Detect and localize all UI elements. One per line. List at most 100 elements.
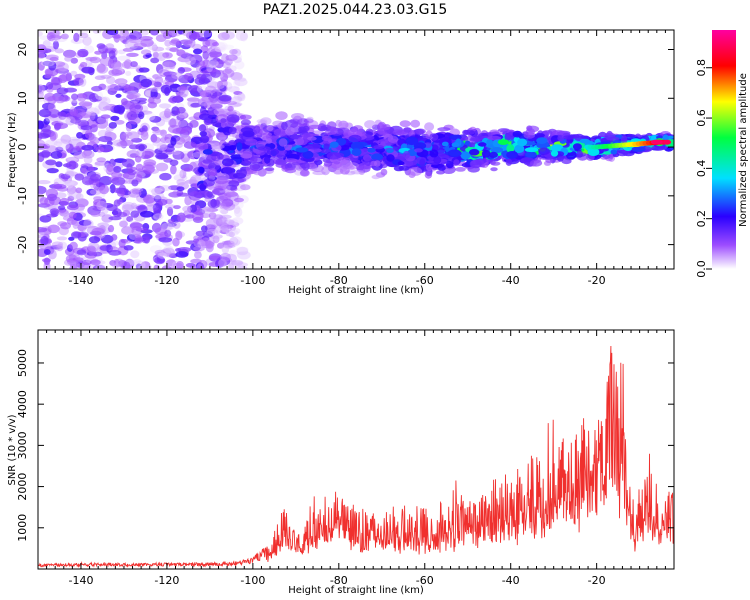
spectrogram-cell (228, 139, 237, 146)
colorbar-tick-label: 0.0 (695, 260, 708, 278)
spectrogram-cell (107, 84, 120, 92)
snr-axes: -140 -120 -100 -80 -60 -40 -20 1000 2000 3000 4000… (16, 330, 675, 587)
spectrogram-cell (66, 156, 79, 161)
spectrogram-cell (198, 259, 208, 269)
spectrogram-cell (221, 240, 235, 245)
spectrogram-cell (469, 159, 482, 169)
spectrogram-cell (182, 205, 192, 213)
spectrogram-cell (67, 191, 74, 196)
spectrogram-cell (54, 48, 64, 54)
snr-y-tick-label: 3000 (16, 431, 29, 459)
snr-y-tick-label: 5000 (16, 349, 29, 377)
spectrogram-cell (174, 136, 186, 145)
spectrogram-cell (51, 241, 64, 247)
spectrogram-cell (220, 252, 231, 262)
spectrogram-cell (80, 125, 93, 131)
colorbar-tick-label: 0.2 (695, 210, 708, 228)
spectrogram-cell (113, 166, 122, 173)
spectrogram-cell (115, 93, 122, 98)
spectrogram-cell (63, 49, 77, 58)
spectrogram-cell (122, 61, 131, 69)
spectrogram-cell (97, 222, 110, 228)
spectrogram-cell (237, 250, 251, 260)
spectrogram-cell (260, 117, 272, 125)
spectrogram-cell (123, 131, 133, 137)
spectrogram-cell (529, 159, 543, 167)
spectrogram-cell (226, 114, 240, 123)
spectrogram-cell (81, 66, 95, 74)
spectrogram-cell (307, 136, 317, 141)
spectrogram-cell (59, 210, 70, 217)
spectrogram-cell (87, 166, 95, 172)
spectrogram-cell (377, 139, 389, 144)
spectrogram-cell (202, 230, 214, 238)
spectrogram-cell (402, 150, 411, 159)
spectrogram-cell (99, 184, 109, 195)
spectrogram-cell (606, 136, 620, 141)
spectrogram-cell (76, 132, 84, 139)
spectrogram-cell (102, 106, 113, 111)
spectrogram-cell (373, 145, 384, 150)
spectrogram-cell (91, 227, 105, 236)
spectrogram-cell (154, 185, 165, 195)
spectrogram-blobs (38, 30, 674, 269)
spectrogram-cell (216, 173, 230, 182)
spectrogram-cell (193, 48, 203, 55)
spectrogram-cell (123, 245, 134, 251)
spectrogram-cell (113, 32, 121, 43)
spectrogram-cell (140, 210, 154, 218)
spectrogram-cell (151, 44, 158, 52)
spectrogram-cell (233, 91, 243, 95)
spectrogram-cell (154, 128, 161, 134)
spectrogram-cell (525, 151, 537, 158)
spectrogram-cell (46, 81, 54, 90)
spectrogram-cell (56, 87, 69, 95)
spectrogram-cell (77, 50, 88, 58)
spectrogram-cell (68, 138, 82, 146)
spectrogram-cell (663, 139, 672, 145)
spectrogram-cell (211, 100, 223, 110)
spectrogram-y-tick-label: -20 (16, 236, 29, 254)
spectrogram-cell (107, 224, 115, 233)
snr-x-tick-label: -120 (154, 574, 179, 587)
spectrogram-cell (202, 149, 213, 155)
spectrogram-cell (64, 55, 73, 62)
spectrogram-cell (199, 183, 207, 191)
spectrogram-cell (234, 197, 244, 203)
spectrogram-cell (327, 121, 337, 130)
spectrogram-x-tick-label: -40 (502, 274, 520, 287)
colorbar-tick-label: 0.6 (695, 109, 708, 127)
spectrogram-cell (149, 87, 161, 92)
spectrogram-cell (75, 193, 84, 201)
spectrogram-cell (81, 102, 93, 110)
spectrogram-cell (44, 67, 59, 77)
spectrogram-cell (214, 81, 225, 90)
spectrogram-cell (197, 239, 206, 249)
spectrogram-cell (514, 144, 525, 153)
spectrogram-cell (164, 108, 172, 118)
spectrogram-cell (335, 119, 342, 128)
spectrogram-cell (561, 158, 572, 165)
spectrogram-cell (196, 73, 207, 80)
spectrogram-cell (218, 94, 232, 102)
spectrogram-cell (108, 69, 123, 77)
spectrogram-cell (408, 166, 423, 176)
spectrogram-cell (190, 102, 202, 108)
spectrogram-cell (78, 77, 87, 87)
snr-y-tick-label: 4000 (16, 390, 29, 418)
spectrogram-cell (576, 150, 583, 158)
spectrogram-cell (89, 111, 96, 121)
spectrogram-cell (252, 169, 262, 176)
spectrogram-cell (130, 210, 140, 218)
spectrogram-cell (177, 67, 186, 74)
spectrogram-cell (187, 38, 196, 48)
spectrogram-cell (133, 259, 141, 264)
spectrogram-cell (138, 111, 145, 120)
spectrogram-cell (104, 130, 112, 137)
spectrogram-cell (351, 148, 362, 157)
spectrogram-cell (110, 61, 124, 70)
spectrogram-cell (170, 38, 180, 45)
spectrogram-cell (152, 141, 163, 147)
spectrogram-cell (58, 205, 66, 211)
spectrogram-cell (144, 89, 151, 98)
